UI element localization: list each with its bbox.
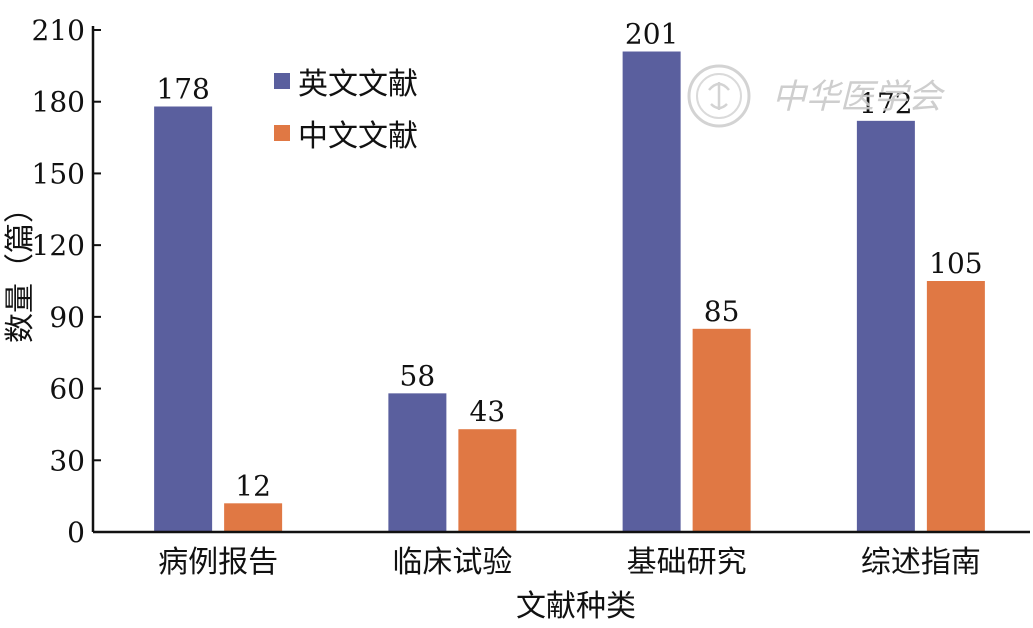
y-axis-title: 数量（篇） — [3, 193, 38, 343]
y-tick-label-6: 180 — [32, 86, 85, 119]
x-tick-label-3: 综述指南 — [861, 545, 981, 580]
data-label-english-3: 172 — [859, 87, 912, 120]
bar-chinese-2 — [692, 328, 751, 532]
y-tick-label-2: 60 — [49, 373, 85, 406]
y-tick-label-4: 120 — [32, 229, 85, 262]
y-tick-label-3: 90 — [49, 301, 85, 334]
bar-english-0 — [154, 106, 213, 532]
x-tick-label-0: 病例报告 — [158, 545, 278, 580]
bar-chinese-0 — [224, 503, 283, 532]
data-label-english-2: 201 — [625, 18, 678, 51]
data-label-chinese-0: 12 — [235, 469, 271, 502]
bar-english-3 — [856, 120, 915, 532]
data-label-chinese-2: 85 — [704, 295, 740, 328]
data-label-chinese-3: 105 — [929, 247, 982, 280]
legend: 英文文献 中文文献 — [274, 67, 418, 154]
y-tick-label-1: 30 — [49, 444, 85, 477]
legend-label-english: 英文文献 — [298, 67, 418, 102]
x-tick-label-1: 临床试验 — [392, 545, 512, 580]
y-tick-label-7: 210 — [32, 14, 85, 47]
x-tick-label-2: 基础研究 — [627, 545, 747, 580]
bar-english-1 — [388, 393, 447, 532]
x-axis-title: 文献种类 — [516, 589, 636, 624]
axes-layer — [91, 26, 1030, 534]
data-label-english-1: 58 — [400, 359, 436, 392]
bars-layer — [154, 51, 985, 533]
legend-swatch-chinese — [274, 125, 290, 141]
legend-swatch-english — [274, 73, 290, 89]
data-label-english-0: 178 — [156, 72, 209, 105]
legend-label-chinese: 中文文献 — [298, 119, 418, 154]
data-label-chinese-1: 43 — [470, 395, 506, 428]
watermark-text: 中华医学会 — [772, 77, 946, 117]
y-ticks-layer: 0 30 60 90 120 150 180 210 — [32, 14, 101, 549]
bar-chinese-3 — [926, 281, 985, 532]
y-tick-label-0: 0 — [67, 516, 85, 549]
y-tick-label-5: 150 — [32, 157, 85, 190]
bar-chinese-1 — [458, 429, 517, 532]
x-categories-layer: 病例报告 临床试验 基础研究 综述指南 — [158, 545, 981, 580]
watermark: 中华医学会 — [687, 64, 946, 128]
society-seal-icon — [687, 64, 751, 128]
data-labels-layer: 178 12 58 43 201 85 172 105 — [156, 18, 982, 503]
bar-english-2 — [622, 51, 681, 533]
